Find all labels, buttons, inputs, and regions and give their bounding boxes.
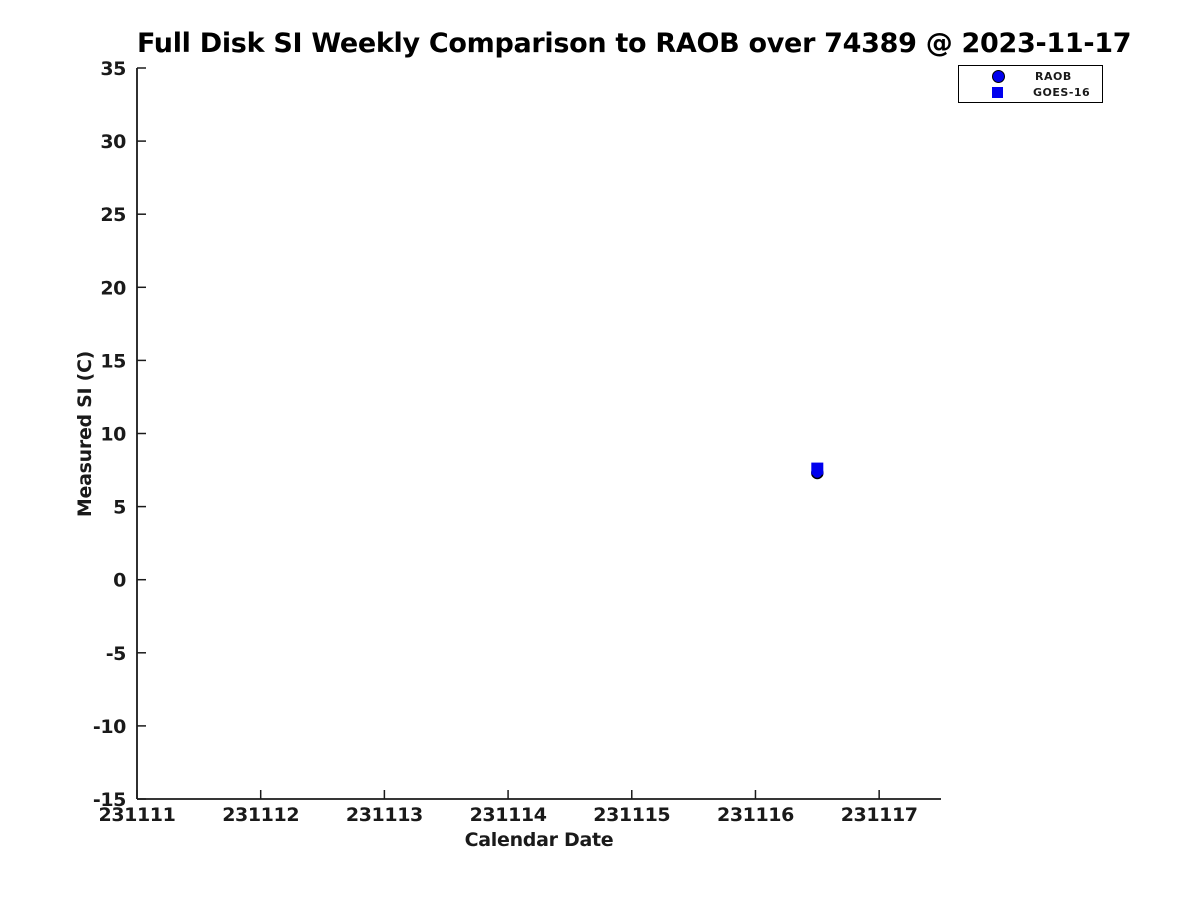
x-tick-label: 231111 xyxy=(99,804,176,826)
x-tick-label: 231114 xyxy=(470,804,547,826)
x-tick-label: 231112 xyxy=(222,804,299,826)
y-tick-label: 10 xyxy=(100,424,126,446)
y-tick-label: 15 xyxy=(100,350,126,372)
y-tick-label: 5 xyxy=(113,497,126,519)
y-axis-label: Measured SI (C) xyxy=(74,350,96,518)
y-tick-label: -10 xyxy=(93,716,126,738)
legend-label-raob: RAOB xyxy=(1035,69,1072,83)
y-tick-label: 20 xyxy=(100,277,126,299)
y-tick-label: 0 xyxy=(113,570,126,592)
x-axis-label: Calendar Date xyxy=(464,829,614,851)
y-tick-label: 35 xyxy=(100,58,126,80)
legend-item-goes16: GOES-16 xyxy=(959,85,1102,99)
goes16-square-icon xyxy=(992,86,1003,98)
y-tick-label: -5 xyxy=(106,643,126,665)
goes16-marker xyxy=(811,462,824,475)
legend-item-raob: RAOB xyxy=(959,69,1102,83)
x-tick-label: 231117 xyxy=(841,804,918,826)
x-tick-label: 231113 xyxy=(346,804,423,826)
legend-label-goes16: GOES-16 xyxy=(1033,85,1091,99)
x-tick-label: 231116 xyxy=(717,804,794,826)
y-tick-label: 30 xyxy=(100,131,126,153)
y-tick-label: -15 xyxy=(93,789,126,811)
raob-circle-icon xyxy=(992,69,1005,83)
y-tick-label: 25 xyxy=(100,204,126,226)
x-tick-label: 231115 xyxy=(593,804,670,826)
legend: RAOB GOES-16 xyxy=(958,65,1103,103)
